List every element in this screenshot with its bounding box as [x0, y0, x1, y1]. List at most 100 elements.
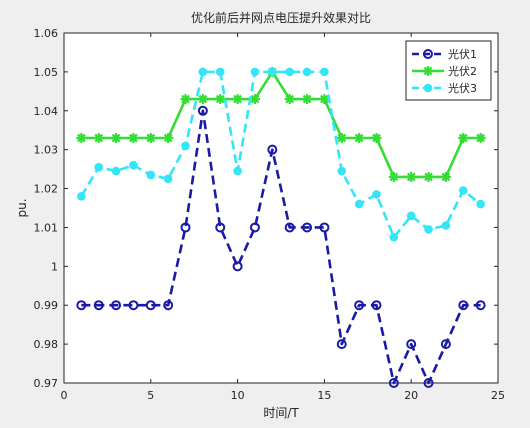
- data-point: [145, 133, 156, 143]
- data-point: [249, 94, 260, 105]
- y-tick-label: 1.02: [34, 183, 59, 196]
- data-point: [76, 300, 87, 311]
- y-tick-label: 1.01: [34, 221, 59, 234]
- data-point: [77, 192, 86, 201]
- data-point: [371, 133, 382, 143]
- data-point: [267, 144, 278, 155]
- legend-marker: [423, 83, 433, 93]
- y-tick-label: 0.98: [34, 338, 59, 351]
- data-point: [302, 67, 312, 77]
- x-tick-label: 15: [317, 389, 331, 402]
- data-point: [284, 222, 295, 233]
- data-point: [458, 300, 469, 311]
- data-point: [440, 339, 451, 350]
- data-point: [406, 211, 416, 221]
- data-point: [320, 67, 329, 77]
- data-point: [93, 300, 104, 311]
- data-point: [302, 94, 313, 105]
- data-point: [389, 232, 399, 242]
- data-point: [424, 225, 433, 234]
- data-point: [372, 190, 381, 199]
- data-point: [458, 133, 469, 143]
- legend-marker: [423, 49, 433, 59]
- data-point: [94, 162, 104, 172]
- data-point: [129, 160, 138, 170]
- data-point: [302, 222, 313, 233]
- data-point: [233, 166, 242, 176]
- data-point: [232, 94, 243, 105]
- data-point: [388, 378, 399, 388]
- x-axis-title: 时间/T: [263, 406, 299, 420]
- data-point: [319, 222, 330, 233]
- x-tick-label: 20: [404, 389, 418, 402]
- data-point: [337, 166, 347, 176]
- data-point: [423, 171, 434, 182]
- y-tick-label: 1.04: [34, 105, 59, 118]
- data-point: [441, 221, 451, 230]
- data-point: [268, 67, 277, 77]
- data-point: [354, 199, 364, 209]
- data-point: [406, 171, 417, 182]
- data-point: [111, 300, 122, 311]
- legend-item-3: 光伏3: [412, 81, 477, 95]
- series-2: [76, 66, 486, 182]
- legend-item-1: 光伏1: [412, 47, 477, 61]
- legend-label: 光伏2: [448, 64, 477, 78]
- data-point: [128, 133, 139, 143]
- data-point: [336, 339, 347, 350]
- data-point: [371, 300, 382, 311]
- data-point: [232, 261, 243, 272]
- data-point: [354, 300, 365, 311]
- data-point: [354, 133, 365, 143]
- data-point: [475, 300, 486, 311]
- data-point: [111, 133, 122, 143]
- legend-label: 光伏1: [448, 47, 477, 61]
- x-tick-label: 10: [231, 389, 245, 402]
- y-tick-label: 1.06: [34, 27, 59, 40]
- data-point: [163, 300, 174, 311]
- data-point: [181, 141, 190, 151]
- axes: 0 5 10 15 20 25 0.97 0.98 0.99 1 1.01 1.02 1.03 1.04 1…: [34, 27, 506, 402]
- data-point: [336, 133, 347, 143]
- data-point: [388, 171, 399, 182]
- data-point: [163, 174, 173, 184]
- data-point: [284, 94, 295, 105]
- y-tick-label: 0.97: [34, 377, 59, 390]
- y-tick-label: 1.03: [34, 144, 59, 157]
- series-1: [76, 105, 486, 388]
- data-point: [215, 67, 225, 77]
- legend-item-2: 光伏2: [412, 64, 477, 78]
- data-point: [145, 300, 156, 311]
- data-point: [163, 133, 174, 143]
- data-point: [197, 105, 208, 116]
- chart-title: 优化前后并网点电压提升效果对比: [191, 10, 371, 25]
- legend: 光伏1 光伏2 光伏3: [405, 40, 492, 101]
- legend-label: 光伏3: [448, 81, 477, 95]
- series-line: [81, 109, 481, 385]
- data-point: [423, 378, 434, 388]
- data-point: [406, 339, 417, 350]
- x-tick-label: 5: [147, 389, 154, 402]
- y-tick-label: 1: [51, 260, 58, 273]
- data-point: [458, 186, 468, 195]
- data-point: [319, 94, 330, 105]
- data-point: [180, 94, 191, 105]
- data-point: [249, 222, 260, 233]
- y-axis-title: pu.: [15, 198, 29, 217]
- series-3: [77, 67, 485, 242]
- data-point: [111, 166, 121, 176]
- x-tick-label: 0: [61, 389, 68, 402]
- y-tick-label: 1.05: [34, 66, 59, 79]
- data-point: [146, 170, 156, 180]
- data-point: [198, 67, 208, 77]
- data-point: [215, 94, 226, 105]
- data-point: [197, 94, 208, 105]
- x-tick-label: 25: [491, 389, 505, 402]
- data-point: [180, 222, 191, 233]
- data-point: [285, 67, 294, 77]
- data-point: [475, 133, 486, 143]
- data-point: [76, 133, 87, 143]
- y-tick-label: 0.99: [34, 299, 59, 312]
- legend-marker: [423, 66, 433, 76]
